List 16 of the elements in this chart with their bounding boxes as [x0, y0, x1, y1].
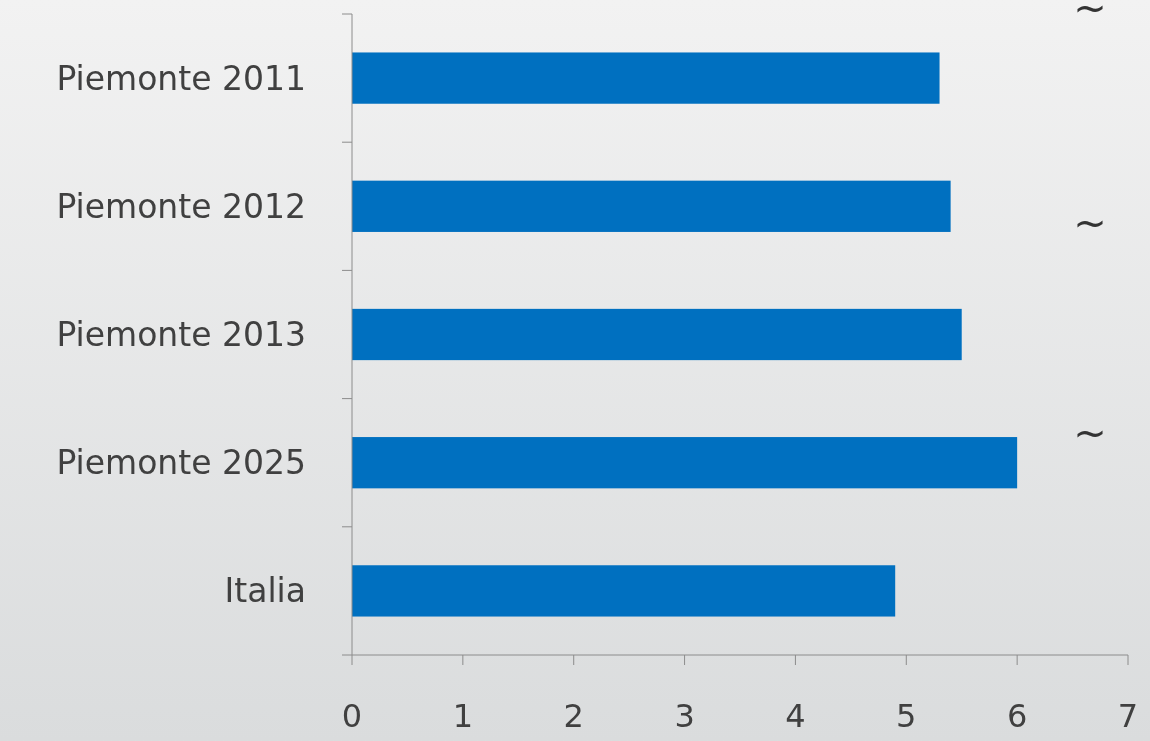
- x-tick-label: 5: [896, 697, 917, 735]
- x-tick-label: 6: [1006, 697, 1028, 735]
- annotation: ~: [1073, 410, 1107, 456]
- annotation: ~: [1073, 200, 1107, 246]
- y-tick-label: Piemonte 2012: [56, 186, 306, 226]
- x-tick-label: 1: [452, 697, 474, 735]
- y-tick-label: Piemonte 2025: [56, 443, 306, 483]
- y-tick-label: Piemonte 2013: [56, 315, 306, 355]
- annotation: ~: [1073, 0, 1107, 31]
- x-tick-label: 7: [1117, 697, 1139, 735]
- x-tick-label: 4: [785, 697, 806, 735]
- x-tick-label: 2: [563, 697, 584, 735]
- y-tick-label: Piemonte 2011: [56, 58, 306, 98]
- y-tick-label: Italia: [224, 571, 306, 611]
- x-tick-label: 0: [341, 697, 363, 735]
- x-tick-label: 3: [674, 697, 695, 735]
